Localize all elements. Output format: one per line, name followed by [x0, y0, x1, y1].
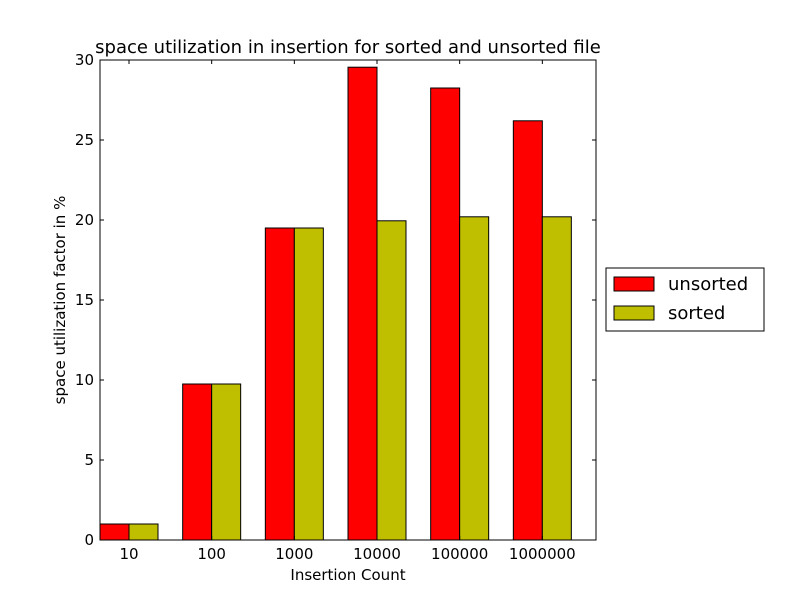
- x-tick-label: 10000: [353, 545, 401, 563]
- x-tick-label: 10: [119, 545, 138, 563]
- bar-unsorted-100000: [430, 87, 461, 541]
- legend: unsorted sorted: [605, 267, 765, 332]
- bars-layer: [99, 66, 572, 541]
- y-tick-label: 10: [75, 371, 94, 389]
- bar-unsorted-10: [99, 523, 130, 541]
- bar-sorted-100: [211, 383, 242, 541]
- y-tick-label: 15: [75, 291, 94, 309]
- bar-sorted-10: [128, 523, 159, 541]
- bar-unsorted-100: [182, 383, 213, 541]
- bar-unsorted-10000: [347, 66, 378, 541]
- bar-sorted-10000: [376, 220, 407, 541]
- legend-label-unsorted: unsorted: [668, 274, 748, 295]
- x-tick-label: 1000: [275, 545, 313, 563]
- x-axis-label: Insertion Count: [290, 566, 405, 584]
- bar-unsorted-1000000: [512, 120, 543, 541]
- y-tick-label: 20: [75, 211, 94, 229]
- y-axis-label: space utilization factor in %: [51, 196, 69, 405]
- legend-swatch-unsorted: [613, 276, 655, 292]
- x-tick-label: 100: [197, 545, 226, 563]
- chart-title: space utilization in insertion for sorte…: [95, 37, 601, 58]
- legend-swatch-sorted: [613, 305, 655, 321]
- y-tick-label: 5: [84, 451, 94, 469]
- y-tick-label: 25: [75, 131, 94, 149]
- x-tick-label: 1000000: [509, 545, 576, 563]
- bar-sorted-1000: [293, 227, 324, 541]
- x-axis: 10 100 1000 10000 100000 1000000: [119, 60, 576, 563]
- bar-unsorted-1000: [264, 227, 295, 541]
- bar-sorted-1000000: [541, 216, 572, 541]
- y-axis: 0 5 10 15 20 25 30: [75, 51, 596, 549]
- bar-sorted-100000: [459, 216, 490, 541]
- y-tick-label: 30: [75, 51, 94, 69]
- x-tick-label: 100000: [431, 545, 488, 563]
- legend-label-sorted: sorted: [668, 303, 725, 324]
- y-tick-label: 0: [84, 531, 94, 549]
